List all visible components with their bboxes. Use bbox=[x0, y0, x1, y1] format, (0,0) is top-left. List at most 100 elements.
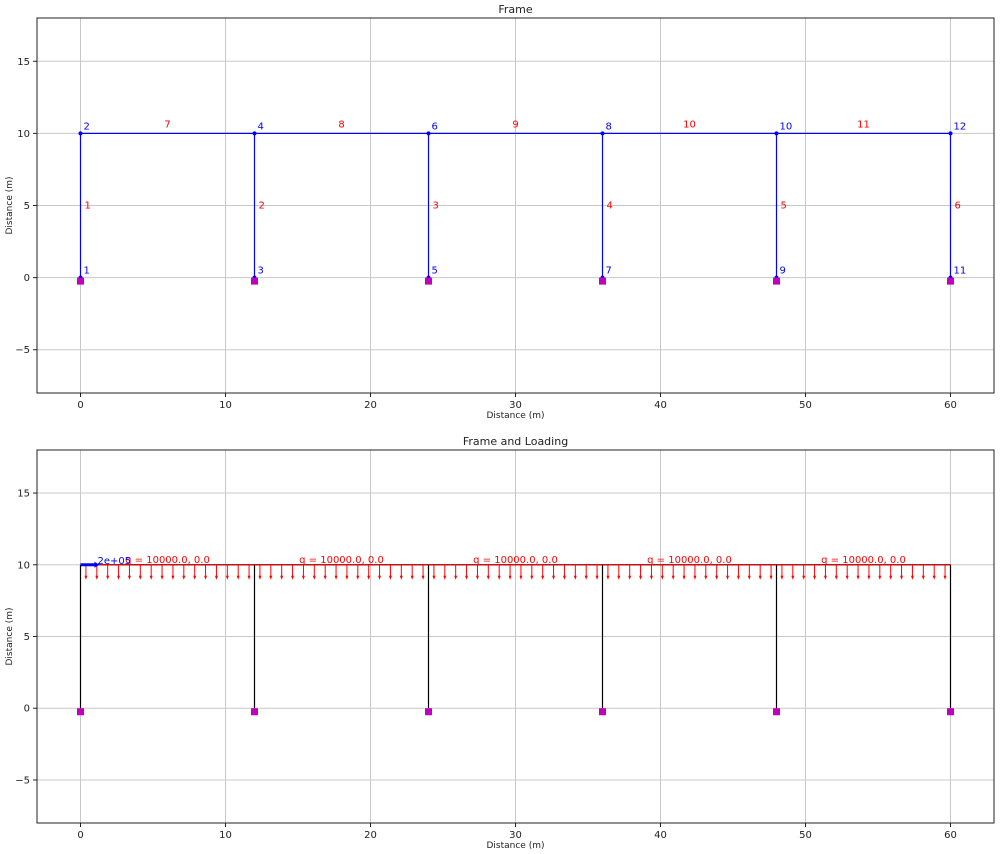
load-arrow-head bbox=[519, 575, 523, 580]
support bbox=[77, 277, 84, 285]
y-axis-label: Distance (m) bbox=[5, 176, 15, 234]
x-tick-label: 20 bbox=[364, 400, 377, 411]
load-arrow-head bbox=[747, 575, 751, 580]
load-arrow-head bbox=[421, 575, 425, 580]
support bbox=[599, 277, 606, 285]
support bbox=[251, 277, 258, 285]
load-arrow-head bbox=[399, 575, 403, 580]
load-arrow-head bbox=[921, 575, 925, 580]
load-arrow-head bbox=[106, 575, 110, 580]
load-arrow-head bbox=[323, 575, 327, 580]
load-arrow-head bbox=[280, 575, 284, 580]
load-arrow-head bbox=[301, 575, 305, 580]
x-tick-label: 40 bbox=[654, 830, 667, 841]
support bbox=[773, 708, 780, 716]
plot-frame bbox=[36, 449, 995, 824]
x-tick-label: 20 bbox=[364, 830, 377, 841]
load-arrow-head bbox=[388, 575, 392, 580]
node bbox=[426, 131, 431, 136]
chart-title: Frame bbox=[498, 3, 533, 16]
chart-title: Frame and Loading bbox=[463, 435, 568, 448]
load-arrow-head bbox=[541, 575, 545, 580]
load-arrow-head bbox=[291, 575, 295, 580]
node bbox=[252, 131, 257, 136]
load-label: q = 10000.0, 0.0 bbox=[125, 555, 210, 566]
load-arrow-head bbox=[149, 575, 153, 580]
load-arrow-head bbox=[454, 575, 458, 580]
load-arrow-head bbox=[367, 575, 371, 580]
y-tick-label: 15 bbox=[17, 489, 30, 500]
load-arrow-head bbox=[802, 575, 806, 580]
member-label: 9 bbox=[512, 119, 518, 130]
y-tick-label: 5 bbox=[24, 201, 30, 212]
load-arrow-head bbox=[595, 575, 599, 580]
node bbox=[948, 131, 953, 136]
load-arrow-head bbox=[171, 575, 175, 580]
y-axis-label: Distance (m) bbox=[5, 607, 15, 665]
load-label: q = 10000.0, 0.0 bbox=[821, 555, 906, 566]
x-tick-label: 0 bbox=[77, 830, 83, 841]
x-tick-label: 60 bbox=[944, 400, 957, 411]
y-tick-label: 5 bbox=[24, 632, 30, 643]
load-arrow-head bbox=[138, 575, 142, 580]
x-tick-label: 60 bbox=[944, 830, 957, 841]
node-label: 12 bbox=[954, 121, 967, 132]
load-arrow-head bbox=[900, 575, 904, 580]
load-arrow-head bbox=[127, 575, 131, 580]
load-arrow-head bbox=[910, 575, 914, 580]
x-tick-label: 10 bbox=[219, 830, 232, 841]
load-arrow-head bbox=[649, 575, 653, 580]
load-arrow-head bbox=[878, 575, 882, 580]
support bbox=[77, 708, 84, 716]
load-arrow-head bbox=[693, 575, 697, 580]
node-label: 3 bbox=[258, 266, 264, 277]
x-tick-label: 0 bbox=[77, 400, 83, 411]
x-tick-label: 40 bbox=[654, 400, 667, 411]
load-arrow-head bbox=[606, 575, 610, 580]
load-label: q = 10000.0, 0.0 bbox=[299, 555, 384, 566]
load-arrow-head bbox=[867, 575, 871, 580]
y-tick-label: −5 bbox=[15, 775, 30, 786]
load-arrow-head bbox=[736, 575, 740, 580]
load-arrow-head bbox=[715, 575, 719, 580]
member-label: 5 bbox=[781, 201, 787, 212]
load-label: q = 10000.0, 0.0 bbox=[647, 555, 732, 566]
load-arrow-head bbox=[378, 575, 382, 580]
support bbox=[425, 277, 432, 285]
x-tick-label: 10 bbox=[219, 400, 232, 411]
load-arrow-head bbox=[117, 575, 121, 580]
node-label: 1 bbox=[84, 266, 90, 277]
load-arrow-head bbox=[225, 575, 229, 580]
load-arrow-head bbox=[682, 575, 686, 580]
node-label: 4 bbox=[258, 121, 264, 132]
member-label: 8 bbox=[338, 119, 344, 130]
load-arrow-head bbox=[497, 575, 501, 580]
load-arrow-head bbox=[269, 575, 273, 580]
y-tick-label: 0 bbox=[24, 273, 30, 284]
member-label: 10 bbox=[683, 119, 696, 130]
load-arrow-head bbox=[823, 575, 827, 580]
load-arrow-head bbox=[813, 575, 817, 580]
load-arrow-head bbox=[508, 575, 512, 580]
node-label: 9 bbox=[780, 266, 786, 277]
x-tick-label: 30 bbox=[509, 830, 522, 841]
node bbox=[774, 131, 779, 136]
load-arrow-head bbox=[247, 575, 251, 580]
plot-frame bbox=[36, 17, 995, 394]
load-arrow-head bbox=[780, 575, 784, 580]
x-tick-label: 30 bbox=[509, 400, 522, 411]
point-load-label: 2e+05 bbox=[98, 556, 132, 567]
node-label: 10 bbox=[780, 121, 793, 132]
load-arrow-head bbox=[856, 575, 860, 580]
load-arrow-head bbox=[236, 575, 240, 580]
load-arrow-head bbox=[475, 575, 479, 580]
load-arrow-head bbox=[943, 575, 947, 580]
member-label: 2 bbox=[259, 201, 265, 212]
load-arrow-head bbox=[584, 575, 588, 580]
load-arrow-head bbox=[182, 575, 186, 580]
load-arrow-head bbox=[258, 575, 262, 580]
load-arrow-head bbox=[758, 575, 762, 580]
support bbox=[947, 708, 954, 716]
